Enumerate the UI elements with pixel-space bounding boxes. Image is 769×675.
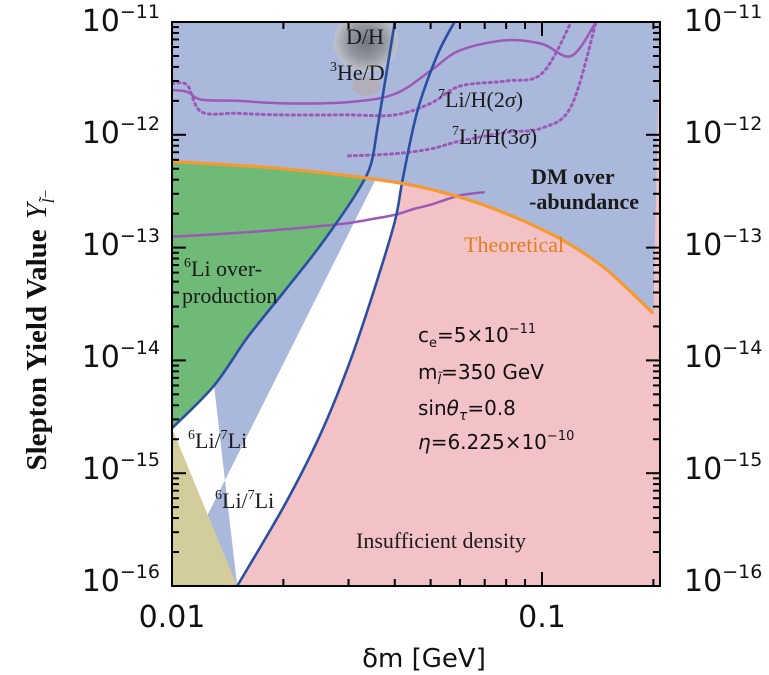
- curve-theoretical: [172, 159, 655, 315]
- param-sintheta: sinθτ=0.8: [418, 396, 516, 424]
- label-li7-3sigma: 7Li/H(3σ): [452, 124, 537, 149]
- curve-li7-h-3sigma-upper: [172, 22, 573, 118]
- y-axis-title-symbol: Y: [21, 200, 53, 219]
- y-tick-label-right-1e-13: 10−13: [684, 225, 762, 263]
- label-li6-li7-upper: 6Li/7Li: [188, 428, 247, 453]
- region-dh-he3: [334, 22, 398, 72]
- curve-li6-li7-boundary: [236, 22, 456, 586]
- curve-li6-overproduction-boundary: [172, 22, 397, 430]
- svg-text:Slepton Yield ValueYl̃⁻: Slepton Yield Value Yl̃⁻: [21, 189, 58, 470]
- label-dm-line2: -abundance: [529, 189, 639, 214]
- y-axis-title-subscript: l̃⁻: [39, 189, 58, 203]
- region-labels: D/H 3He/D 7Li/H(2σ) 7Li/H(3σ) DM over -a…: [182, 24, 639, 553]
- y-axis-title: Slepton Yield Value Yl̃⁻: [21, 189, 58, 470]
- curve-li7-h-3sigma-lower: [347, 22, 598, 158]
- param-eta: η=6.225×10−10: [418, 429, 574, 454]
- label-dm-line1: DM over: [531, 164, 615, 189]
- label-li6-li7-lower: 6Li/7Li: [215, 488, 274, 513]
- y-tick-label-1e-15: 10−15: [82, 449, 160, 487]
- y-tick-label-right-1e-15: 10−15: [684, 449, 762, 487]
- param-ce: ce=5×10−11: [418, 322, 536, 351]
- plot-frame: [171, 21, 661, 587]
- y-tick-label-right-1e-16: 10−16: [684, 561, 762, 599]
- y-tick-label-right-1e-14: 10−14: [684, 337, 762, 375]
- label-li6-line2: production: [182, 283, 277, 308]
- label-he3-d: 3He/D: [330, 60, 385, 85]
- x-tick-label-0.1: 0.1: [518, 600, 566, 635]
- label-li6-line1: 6Li over-: [184, 256, 262, 281]
- curve-li7-h-lower: [172, 190, 485, 238]
- label-insufficient-density: Insufficient density: [356, 528, 526, 553]
- x-tick-label-0.01: 0.01: [139, 600, 206, 635]
- y-tick-label-right-1e-12: 10−12: [684, 113, 762, 151]
- region-he3-faint: [352, 76, 380, 96]
- x-tick-labels: 0.01 0.1: [139, 600, 566, 635]
- y-tick-label-1e-12: 10−12: [82, 113, 160, 151]
- y-tick-label-1e-14: 10−14: [82, 337, 160, 375]
- y-tick-labels-left: 10−11 10−12 10−13 10−14 10−15 10−16: [82, 1, 160, 599]
- region-dm-overabundance-cover: [172, 22, 660, 314]
- param-mass: ml̃=350 GeV: [418, 360, 544, 388]
- parameters: ce=5×10−11 ml̃=350 GeV sinθτ=0.8 η=6.225…: [418, 322, 574, 454]
- y-tick-label-1e-11: 10−11: [82, 1, 160, 39]
- y-tick-label-right-1e-11: 10−11: [684, 1, 762, 39]
- x-axis-title: δm [GeV]: [362, 644, 486, 674]
- label-li7-2sigma: 7Li/H(2σ): [438, 87, 523, 112]
- label-theoretical: Theoretical: [464, 232, 564, 257]
- curve-li7-h-2sigma: [172, 22, 598, 105]
- label-dh: D/H: [346, 24, 384, 49]
- y-tick-label-1e-16: 10−16: [82, 561, 160, 599]
- y-tick-labels-right: 10−11 10−12 10−13 10−14 10−15 10−16: [684, 1, 762, 599]
- axis-ticks: [171, 21, 660, 587]
- y-tick-label-1e-13: 10−13: [82, 225, 160, 263]
- y-axis-title-text: Slepton Yield Value: [21, 229, 53, 470]
